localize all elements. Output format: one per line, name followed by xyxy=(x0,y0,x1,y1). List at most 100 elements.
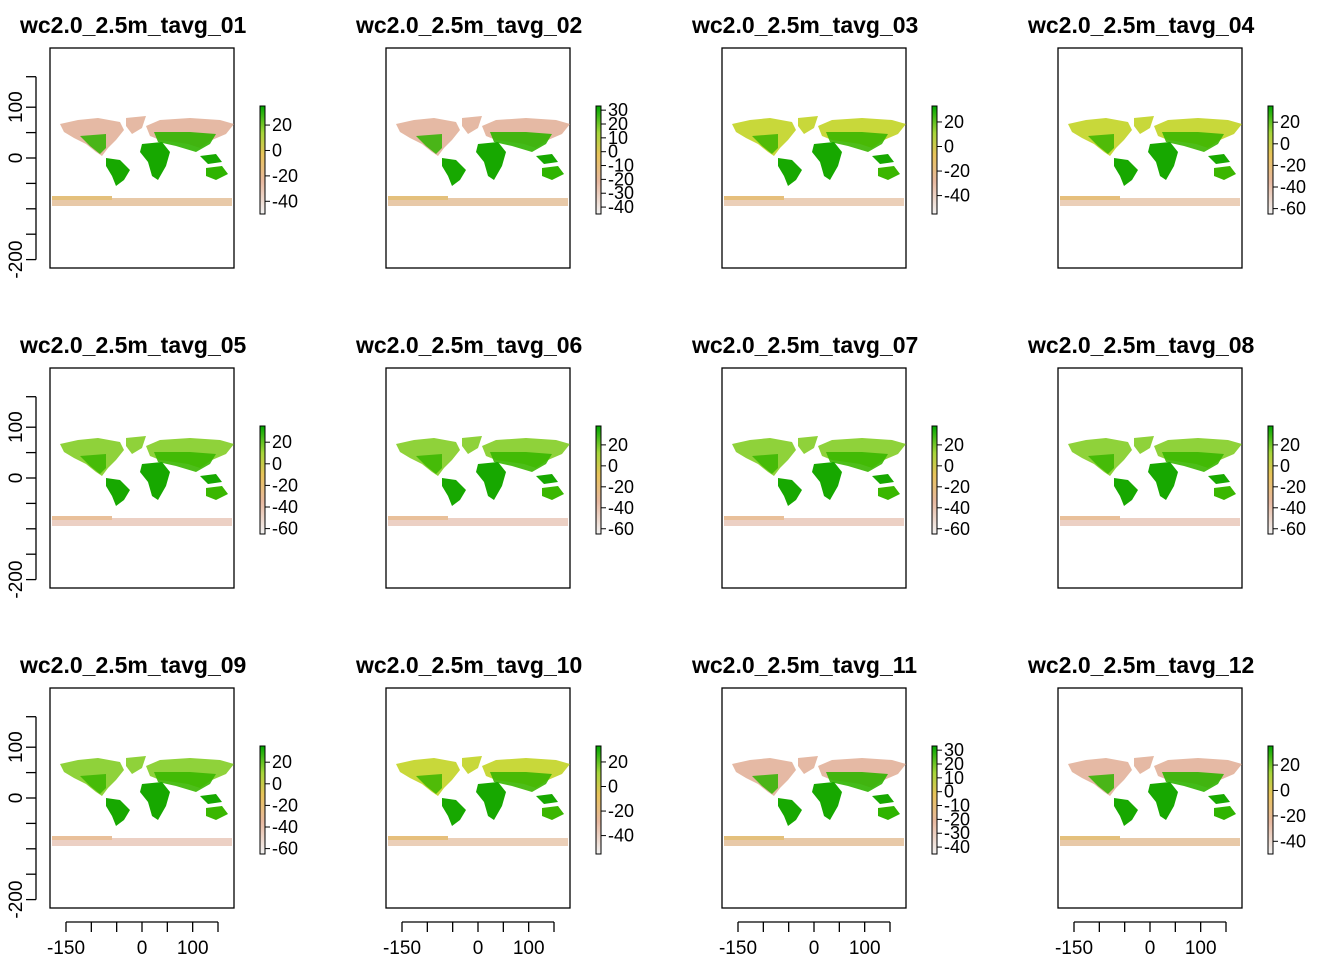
legend-tick-label: -20 xyxy=(944,477,970,497)
antarctica xyxy=(52,198,232,206)
legend-bar xyxy=(595,105,602,215)
se-asia-islands xyxy=(872,474,894,484)
greenland xyxy=(126,436,146,454)
legend-tick-label: -20 xyxy=(608,477,634,497)
plot-frame xyxy=(1057,687,1243,909)
antarctica xyxy=(1060,838,1240,846)
panel-title: wc2.0_2.5m_tavg_06 xyxy=(356,332,583,358)
x-tick-label: 0 xyxy=(473,938,484,959)
greenland xyxy=(126,116,146,134)
legend-tick-label: 0 xyxy=(272,454,282,474)
legend-tick-label: -10 xyxy=(608,156,634,176)
north-america-south xyxy=(752,454,778,474)
legend-tick-label: 10 xyxy=(944,768,964,788)
panel-title: wc2.0_2.5m_tavg_02 xyxy=(356,12,583,38)
legend-bar xyxy=(259,745,266,855)
australia xyxy=(878,166,900,180)
south-america xyxy=(106,158,130,186)
legend: 20 0 -20 -40 xyxy=(595,745,634,855)
eurasia-south xyxy=(1162,132,1224,152)
eurasia-south xyxy=(826,132,888,152)
legend-tick-label: -40 xyxy=(1280,177,1306,197)
plot-frame xyxy=(385,47,571,269)
antarctica-edge xyxy=(724,196,784,200)
panel-title: wc2.0_2.5m_tavg_10 xyxy=(356,652,583,678)
south-america xyxy=(778,158,802,186)
y-tick-label: 100 xyxy=(6,411,27,443)
australia xyxy=(878,486,900,500)
north-america-south xyxy=(416,774,442,794)
africa xyxy=(1148,142,1178,180)
y-tick-label: -200 xyxy=(6,881,27,919)
south-america xyxy=(442,478,466,506)
raster-layer xyxy=(52,756,234,846)
x-tick-label: 0 xyxy=(809,938,820,959)
eurasia-south xyxy=(154,772,216,792)
legend-tick-label: -40 xyxy=(944,186,970,206)
legend-bar xyxy=(595,745,602,855)
x-tick-label: 100 xyxy=(1185,938,1217,959)
south-america xyxy=(442,158,466,186)
legend-tick-label: 0 xyxy=(944,782,954,802)
x-tick-label: 100 xyxy=(849,938,881,959)
raster-layer xyxy=(724,756,906,846)
legend: 200-20-40-60 xyxy=(259,745,298,859)
legend-tick-label: -60 xyxy=(1280,199,1306,219)
legend-tick-label: 0 xyxy=(608,142,618,162)
y-axis: 100 0 -200 xyxy=(6,716,37,919)
plot-frame xyxy=(1057,367,1243,589)
panel: 200-20-40-60 xyxy=(721,367,970,589)
greenland xyxy=(798,436,818,454)
se-asia-islands xyxy=(536,154,558,164)
antarctica xyxy=(52,838,232,846)
legend-tick-label: -20 xyxy=(272,795,298,815)
antarctica-edge xyxy=(52,196,112,200)
eurasia-south xyxy=(490,452,552,472)
legend-tick-label: -60 xyxy=(944,519,970,539)
south-america xyxy=(778,798,802,826)
legend-bar xyxy=(595,425,602,535)
australia xyxy=(1214,806,1236,820)
antarctica xyxy=(1060,518,1240,526)
north-america-south xyxy=(80,134,106,154)
greenland xyxy=(462,756,482,774)
x-tick-label: 100 xyxy=(513,938,545,959)
legend-tick-label: 20 xyxy=(1280,755,1300,775)
panel-title: wc2.0_2.5m_tavg_08 xyxy=(1028,332,1255,358)
panel: 200-20-40-60 xyxy=(1057,47,1306,269)
africa xyxy=(1148,782,1178,820)
legend-tick-label: -40 xyxy=(272,817,298,837)
se-asia-islands xyxy=(1208,794,1230,804)
plot-frame xyxy=(49,47,235,269)
raster-layer xyxy=(1060,436,1242,526)
legend-tick-label: 20 xyxy=(1280,435,1300,455)
se-asia-islands xyxy=(200,154,222,164)
antarctica xyxy=(1060,198,1240,206)
legend-bar xyxy=(1267,745,1274,855)
x-tick-label: -150 xyxy=(1055,938,1093,959)
antarctica xyxy=(52,518,232,526)
greenland xyxy=(1134,756,1154,774)
legend-tick-label: 20 xyxy=(272,432,292,452)
se-asia-islands xyxy=(1208,154,1230,164)
antarctica xyxy=(388,518,568,526)
eurasia-south xyxy=(826,452,888,472)
eurasia-south xyxy=(1162,772,1224,792)
legend-tick-label: -20 xyxy=(944,161,970,181)
greenland xyxy=(1134,436,1154,454)
africa xyxy=(140,462,170,500)
north-america-south xyxy=(416,454,442,474)
south-america xyxy=(778,478,802,506)
panel-title: wc2.0_2.5m_tavg_12 xyxy=(1028,652,1255,678)
antarctica xyxy=(724,198,904,206)
legend-tick-label: -60 xyxy=(608,519,634,539)
x-axis: -150 0 100 xyxy=(47,921,219,959)
legend-tick-label: -20 xyxy=(1280,477,1306,497)
greenland xyxy=(1134,116,1154,134)
legend-bar xyxy=(1267,105,1274,215)
greenland xyxy=(126,756,146,774)
